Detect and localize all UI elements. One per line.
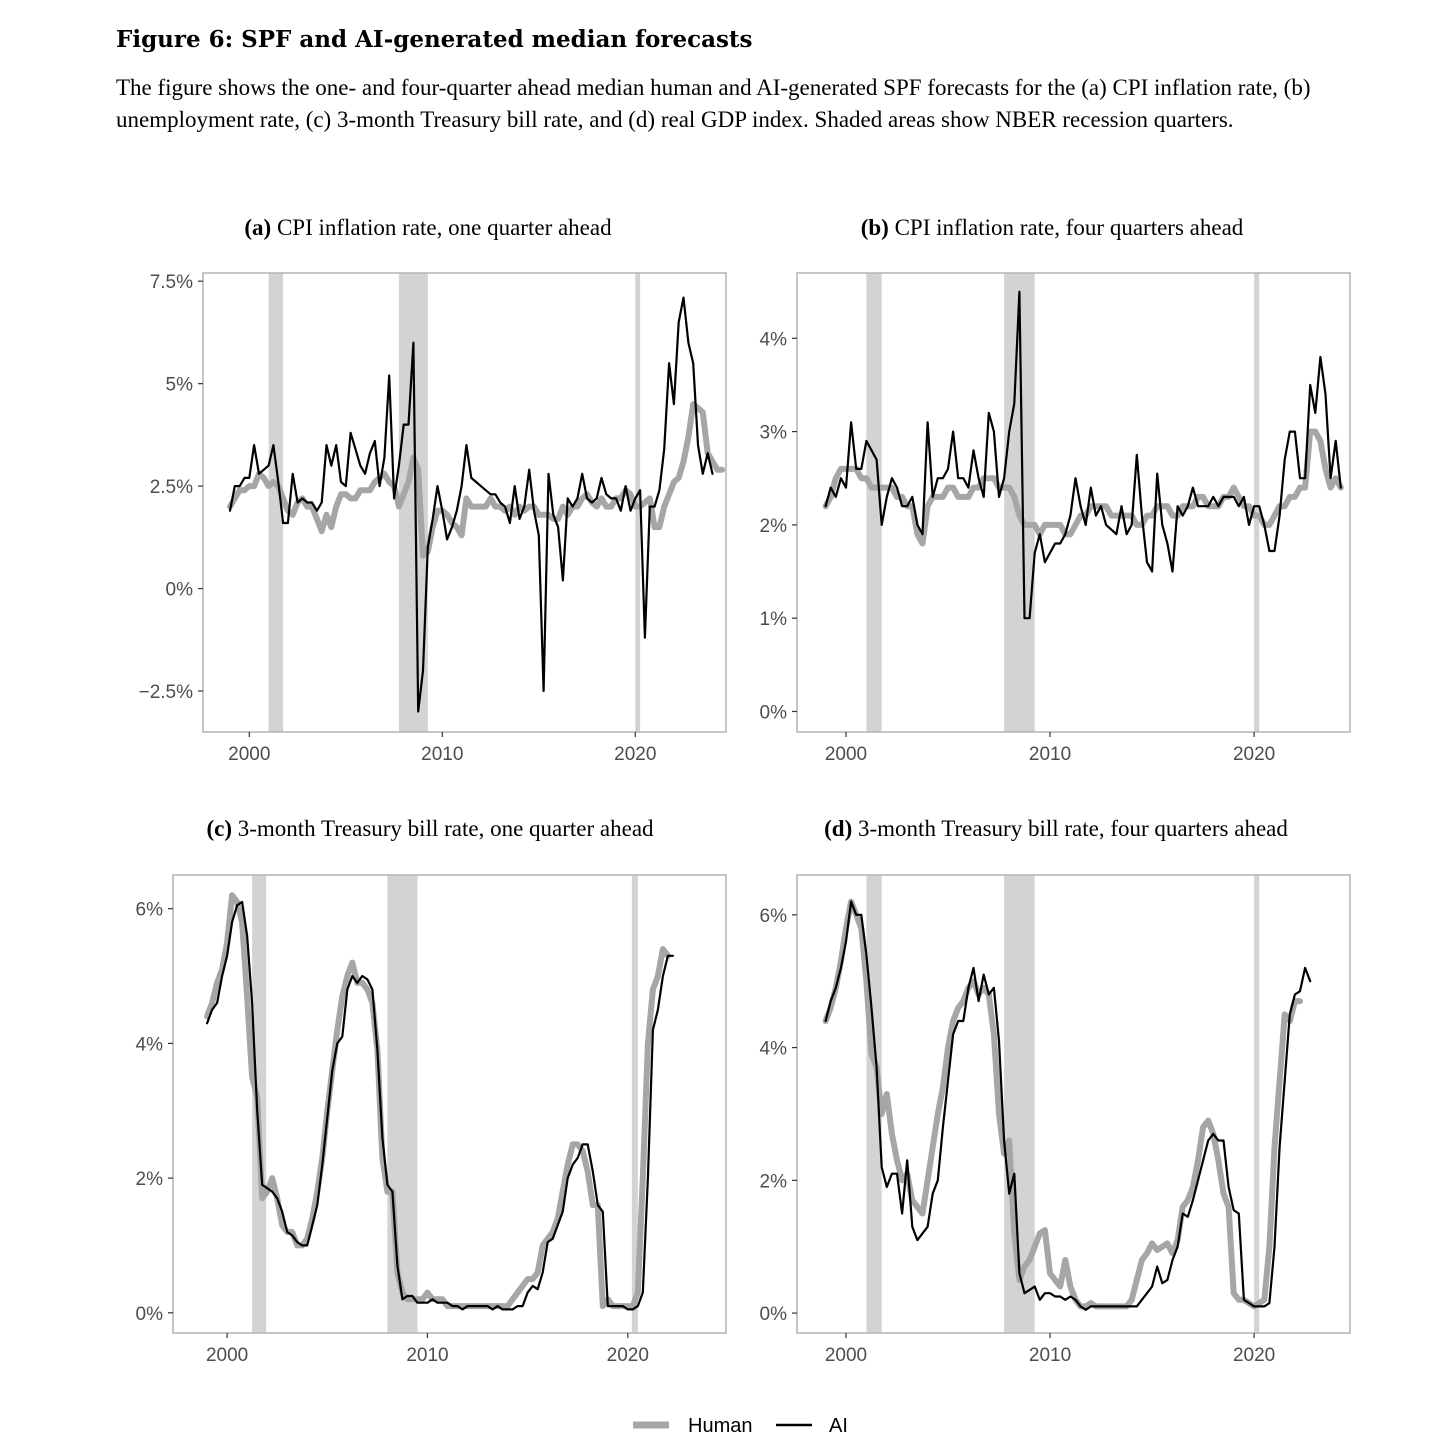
x-tick-label-b-0: 2000 — [825, 744, 867, 765]
chart-panel-d: 0% 2% 4% 6% 2000 2010 2020 — [760, 874, 1351, 1366]
plot-frame-d — [796, 874, 1351, 1334]
y-tick-label-a-4: 7.5% — [150, 272, 193, 293]
recession-band-c-1 — [387, 875, 418, 1333]
y-tick-label-c-2: 4% — [136, 1034, 164, 1055]
plot-frame-b — [796, 272, 1351, 733]
y-tick-label-d-3: 6% — [760, 906, 788, 927]
y-tick-label-d-1: 2% — [760, 1171, 788, 1192]
series-line-ai-b — [824, 290, 1342, 620]
x-tick-label-c-2: 2020 — [607, 1345, 649, 1366]
panel-d-title-text: 3-month Treasury bill rate, four quarter… — [858, 816, 1288, 841]
y-tick-label-a-3: 5% — [166, 375, 194, 396]
x-tick-label-c-0: 2000 — [206, 1345, 248, 1366]
panel-b-title-text: CPI inflation rate, four quarters ahead — [894, 215, 1244, 240]
series-line-ai-c — [206, 900, 675, 1311]
x-tick-label-b-1: 2010 — [1029, 744, 1071, 765]
panel-b-label: (b) — [860, 215, 889, 240]
x-tick-label-d-2: 2020 — [1233, 1345, 1275, 1366]
legend-ai-label: AI — [829, 1415, 848, 1437]
plot-frame-a — [202, 272, 727, 733]
chart-panel-a: −2.5% 0% 2.5% 5% 7.5% 2000 2010 2020 — [139, 272, 727, 765]
panel-a-label: (a) — [244, 215, 272, 240]
y-tick-label-c-3: 6% — [136, 900, 164, 921]
figure-caption: The figure shows the one- and four-quart… — [116, 75, 1311, 132]
panel-b-title: (b) CPI inflation rate, four quarters ah… — [827, 215, 1277, 241]
plot-frame-c — [172, 874, 727, 1334]
y-tick-label-d-0: 0% — [760, 1304, 788, 1325]
recession-band-c-2 — [631, 875, 638, 1333]
figure-title: Figure 6: SPF and AI-generated median fo… — [116, 26, 753, 53]
panel-d-title: (d) 3-month Treasury bill rate, four qua… — [786, 816, 1326, 842]
x-tick-label-a-2: 2020 — [614, 744, 656, 765]
series-line-human-b — [822, 428, 1344, 547]
y-tick-label-a-2: 2.5% — [150, 477, 193, 498]
chart-panel-c: 0% 2% 4% 6% 2000 2010 2020 — [136, 874, 727, 1366]
x-tick-label-b-2: 2020 — [1233, 744, 1275, 765]
panel-c-title-text: 3-month Treasury bill rate, one quarter … — [237, 816, 654, 841]
y-tick-label-c-0: 0% — [136, 1304, 164, 1325]
series-line-human-c — [204, 892, 671, 1310]
recession-band-d-2 — [1254, 875, 1260, 1333]
x-tick-label-c-1: 2010 — [406, 1345, 448, 1366]
panel-a-title: (a) CPI inflation rate, one quarter ahea… — [203, 215, 653, 241]
y-tick-label-b-4: 4% — [760, 329, 788, 350]
y-tick-label-a-1: 0% — [166, 580, 194, 601]
recession-band-b-0 — [866, 273, 882, 732]
panel-d-label: (d) — [824, 816, 853, 841]
y-tick-label-a-0: −2.5% — [139, 682, 194, 703]
panel-c-title: (c) 3-month Treasury bill rate, one quar… — [170, 816, 690, 842]
y-tick-label-b-1: 1% — [760, 609, 788, 630]
series-line-ai-d — [824, 900, 1312, 1311]
panel-a-title-text: CPI inflation rate, one quarter ahead — [276, 215, 612, 240]
series-line-human-d — [822, 898, 1303, 1310]
legend-human-label: Human — [688, 1415, 752, 1437]
y-tick-label-d-2: 4% — [760, 1039, 788, 1060]
x-tick-label-d-0: 2000 — [825, 1345, 867, 1366]
x-tick-label-a-1: 2010 — [421, 744, 463, 765]
legend: Human AI — [633, 1415, 848, 1437]
recession-band-a-2 — [635, 273, 641, 732]
recession-band-b-2 — [1254, 273, 1260, 732]
recession-band-a-0 — [268, 273, 284, 732]
y-tick-label-c-1: 2% — [136, 1169, 164, 1190]
y-tick-label-b-3: 3% — [760, 423, 788, 444]
panel-c-label: (c) — [206, 816, 232, 841]
y-tick-label-b-2: 2% — [760, 516, 788, 537]
series-line-ai-a — [228, 296, 714, 713]
chart-panel-b: 0% 1% 2% 3% 4% 2000 2010 2020 — [760, 272, 1351, 765]
y-tick-label-b-0: 0% — [760, 702, 788, 723]
x-tick-label-d-1: 2010 — [1029, 1345, 1071, 1366]
x-tick-label-a-0: 2000 — [228, 744, 270, 765]
